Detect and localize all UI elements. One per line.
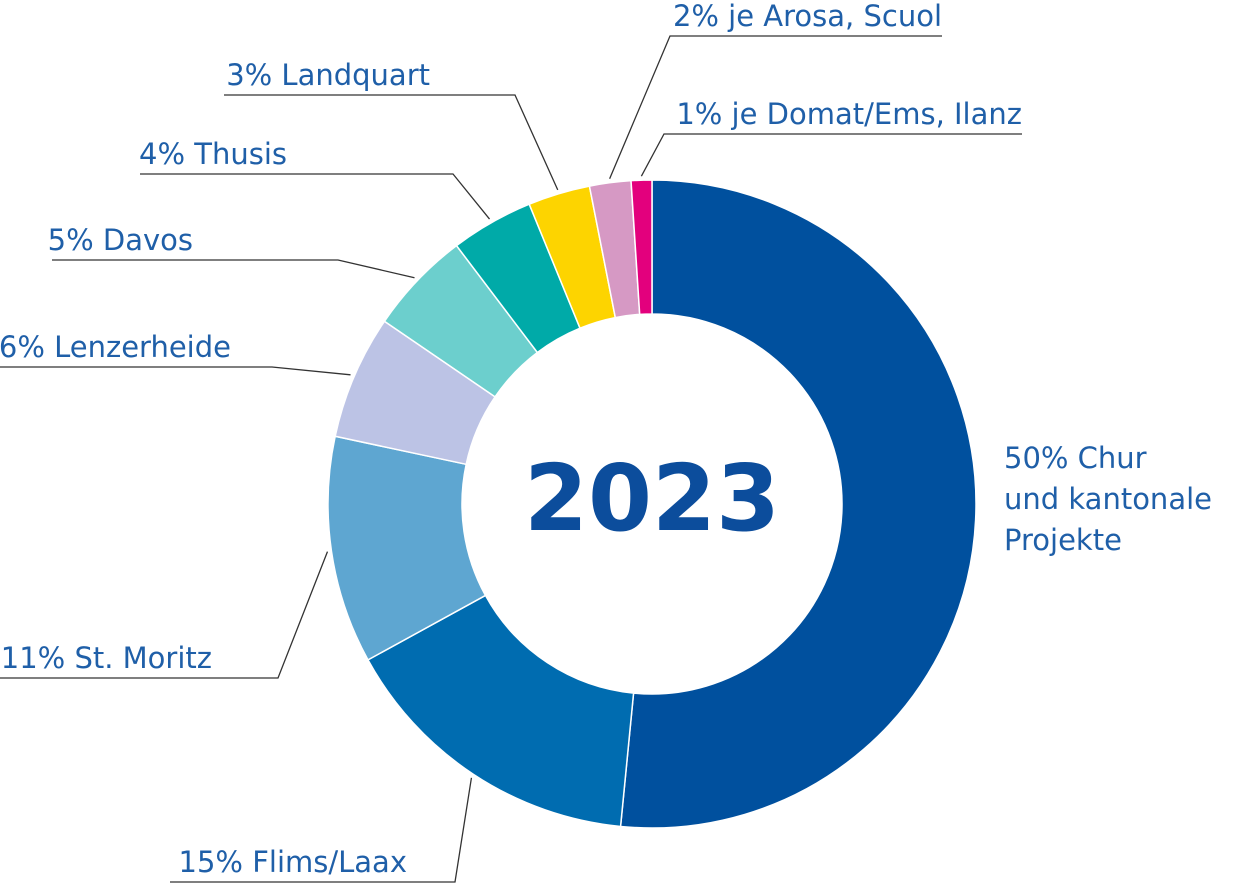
label-line: 11% St. Moritz [1, 641, 212, 675]
label-15-flims-laax: 15% Flims/Laax [179, 845, 407, 879]
label-1-je-domat-ems-ilanz: 1% je Domat/Ems, Ilanz [676, 97, 1022, 131]
leader-5-davos [52, 259, 415, 279]
label-line: 6% Lenzerheide [0, 330, 231, 364]
label-line: Projekte [1004, 523, 1122, 557]
label-line: 15% Flims/Laax [179, 845, 407, 879]
label-5-davos: 5% Davos [48, 223, 193, 257]
center-year-label: 2023 [524, 445, 780, 552]
slice-1-je-domat-ems-ilanz [630, 179, 653, 316]
leader-2-je-arosa-scuol [609, 35, 942, 180]
leader-1-je-domat-ems-ilanz [640, 133, 1022, 177]
label-3-landquart: 3% Landquart [226, 58, 430, 92]
label-6-lenzerheide: 6% Lenzerheide [0, 330, 231, 364]
label-line: 5% Davos [48, 223, 193, 257]
label-50-chur-und-kantonale-projekte: 50% Chur und kantonale Projekte [1004, 441, 1212, 557]
label-line: und kantonale [1004, 482, 1212, 516]
donut-slices [327, 179, 977, 829]
slice-50-chur-und-kantonale-projekte [619, 179, 977, 829]
label-4-thusis: 4% Thusis [139, 137, 287, 171]
leader-3-landquart [224, 94, 559, 191]
label-2-je-arosa-scuol: 2% je Arosa, Scuol [673, 0, 942, 33]
leader-11-st-moritz [0, 551, 329, 679]
leader-4-thusis [140, 173, 491, 220]
label-line: 2% je Arosa, Scuol [673, 0, 942, 33]
slice-labels: 50% Chur und kantonale Projekte 15% Flims/L… [0, 0, 1212, 879]
leader-6-lenzerheide [0, 366, 351, 376]
label-line: 1% je Domat/Ems, Ilanz [676, 97, 1022, 131]
leader-15-flims-laax [170, 777, 473, 883]
label-line: 3% Landquart [226, 58, 430, 92]
leader-lines [0, 35, 1022, 883]
label-line: 50% Chur [1004, 441, 1147, 475]
label-11-st-moritz: 11% St. Moritz [1, 641, 212, 675]
label-line: 4% Thusis [139, 137, 287, 171]
